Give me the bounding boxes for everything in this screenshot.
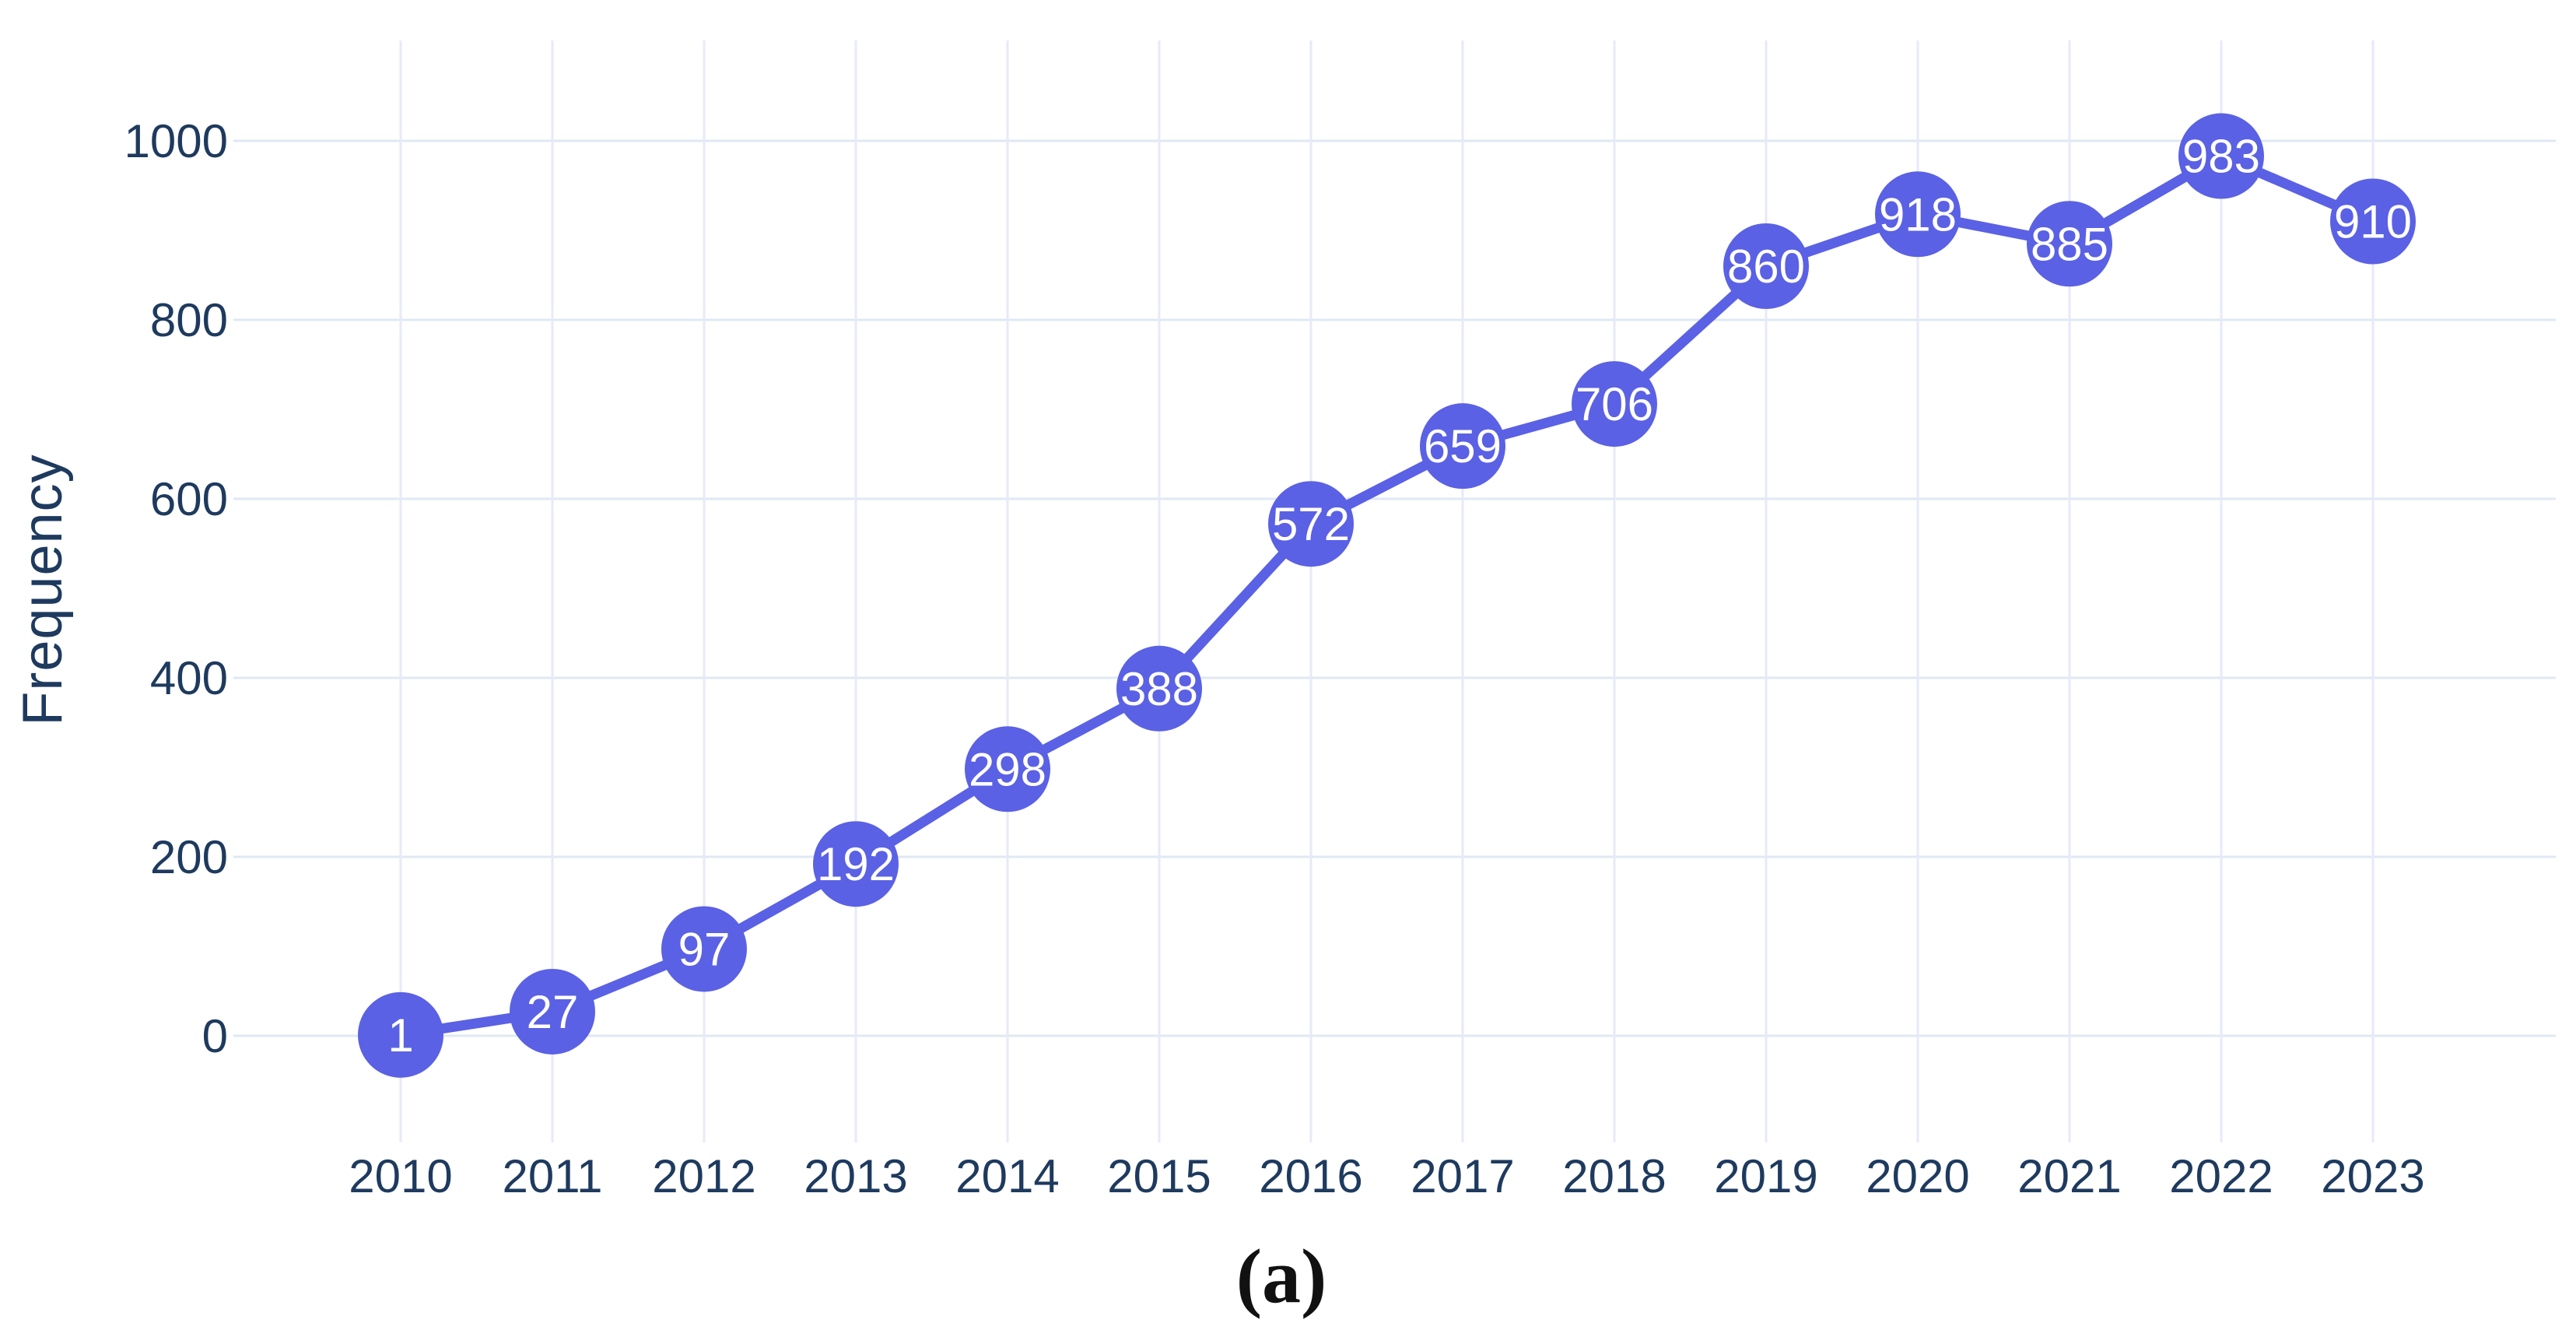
data-point-label-2012: 97: [678, 923, 731, 975]
data-point-2017: [1420, 403, 1505, 490]
series-line: [395, 151, 2378, 1040]
figure-caption: (a): [1235, 1233, 1327, 1320]
series-polyline: [395, 151, 2378, 1040]
x-tick-label-2014: 2014: [955, 1150, 1059, 1202]
data-point-label-2013: 192: [817, 838, 895, 890]
data-point-2023: [2330, 178, 2416, 265]
data-point-label-2011: 27: [527, 986, 579, 1038]
data-point-label-2018: 706: [1575, 378, 1653, 430]
data-point-2015: [1116, 645, 1202, 732]
x-tick-label-2018: 2018: [1562, 1150, 1666, 1202]
y-tick-label-800: 800: [150, 294, 228, 346]
x-tick-label-2010: 2010: [349, 1150, 452, 1202]
grid-horizontal-lines: [233, 139, 2556, 1037]
data-point-2018: [1572, 361, 1657, 447]
x-tick-label-2013: 2013: [804, 1150, 907, 1202]
data-point-label-2020: 918: [1879, 188, 1957, 240]
data-point-2013: [813, 821, 899, 907]
x-tick-label-2022: 2022: [2169, 1150, 2273, 1202]
data-point-label-2015: 388: [1120, 663, 1198, 715]
data-point-2016: [1268, 481, 1354, 567]
data-point-2021: [2027, 201, 2112, 287]
x-tick-label-2017: 2017: [1411, 1150, 1514, 1202]
data-point-2010: [358, 991, 443, 1078]
data-point-2020: [1875, 171, 1961, 258]
data-point-2022: [2178, 113, 2264, 199]
x-tick-label-2012: 2012: [652, 1150, 755, 1202]
x-tick-label-2020: 2020: [1866, 1150, 1969, 1202]
data-point-2014: [965, 726, 1050, 812]
x-tick-label-2011: 2011: [502, 1150, 602, 1202]
data-point-label-2014: 298: [969, 743, 1046, 795]
data-point-label-2023: 910: [2334, 196, 2412, 248]
data-point-label-2010: 1: [387, 1009, 413, 1062]
grid-vertical-lines: [399, 40, 2374, 1142]
x-tick-label-2015: 2015: [1107, 1150, 1211, 1202]
x-tick-label-2016: 2016: [1259, 1150, 1362, 1202]
y-tick-label-600: 600: [150, 473, 228, 525]
y-tick-label-200: 200: [150, 831, 228, 883]
data-point-label-2017: 659: [1424, 420, 1502, 472]
data-point-label-2019: 860: [1727, 240, 1805, 293]
y-axis-tick-labels: 0 200 400 600 800 1000: [124, 115, 228, 1062]
data-point-2019: [1723, 223, 1809, 309]
data-point-markers: 1 27 97 192 298 388 572 659 706 860 918 885 983 910: [358, 113, 2416, 1078]
y-axis-title: Frequency: [12, 454, 74, 726]
y-tick-label-1000: 1000: [124, 115, 228, 167]
x-tick-label-2023: 2023: [2321, 1150, 2424, 1202]
data-point-2011: [510, 968, 595, 1055]
x-tick-label-2019: 2019: [1714, 1150, 1817, 1202]
data-point-label-2021: 885: [2031, 218, 2108, 270]
x-tick-label-2021: 2021: [2017, 1150, 2121, 1202]
x-axis-tick-labels: 2010 2011 2012 2013 2014 2015 2016 2017 2018 2019…: [349, 1150, 2424, 1202]
data-point-2012: [661, 906, 747, 992]
y-tick-label-400: 400: [150, 652, 228, 704]
data-point-label-2022: 983: [2182, 131, 2260, 183]
data-point-label-2016: 572: [1272, 498, 1350, 550]
y-tick-label-0: 0: [202, 1010, 228, 1062]
